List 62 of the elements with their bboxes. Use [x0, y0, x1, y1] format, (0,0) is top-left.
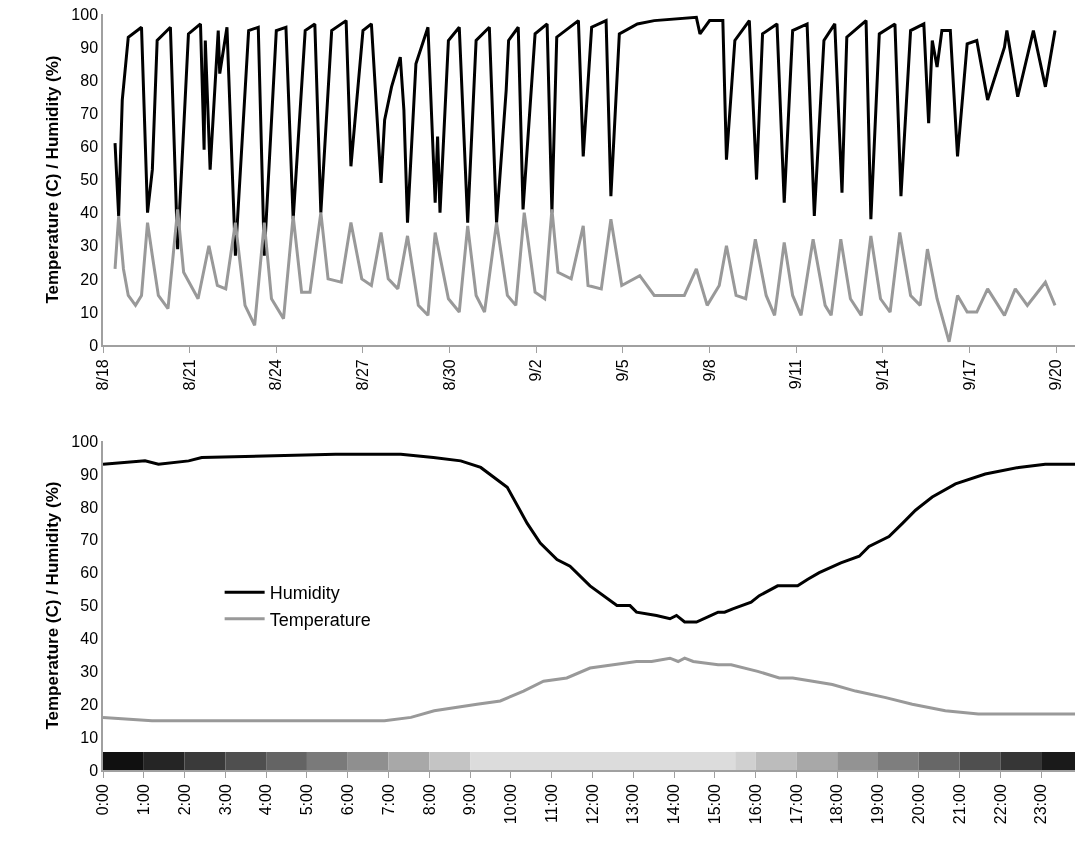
x-tick-label: 18:00: [828, 784, 846, 825]
y-tick-label: 30: [80, 662, 99, 680]
x-tick-label: 0:00: [94, 784, 112, 816]
x-tick-label: 4:00: [257, 784, 275, 816]
x-tick-label: 12:00: [583, 784, 601, 825]
x-tick-label: 8/30: [440, 359, 458, 391]
y-tick-label: 90: [80, 465, 99, 483]
y-tick-label: 90: [80, 38, 99, 56]
x-tick-label: 19:00: [869, 784, 887, 825]
x-tick-label: 9/17: [960, 359, 978, 391]
x-tick-label: 9/11: [787, 359, 805, 390]
x-tick-label: 9/8: [700, 359, 718, 382]
y-tick-label: 60: [80, 564, 99, 582]
x-tick-label: 15:00: [706, 784, 724, 825]
x-tick-label: 2:00: [175, 784, 193, 816]
x-tick-label: 8/27: [354, 359, 372, 391]
x-tick-label: 9/20: [1047, 359, 1065, 391]
y-tick-label: 20: [80, 695, 99, 713]
x-tick-label: 10:00: [502, 784, 520, 825]
y-tick-label: 40: [80, 630, 99, 648]
x-tick-label: 9/2: [527, 359, 545, 382]
x-tick-label: 20:00: [909, 784, 927, 825]
x-tick-label: 17:00: [787, 784, 805, 825]
y-tick-label: 30: [80, 237, 99, 255]
y-tick-label: 50: [80, 171, 99, 189]
x-tick-label: 16:00: [746, 784, 764, 825]
x-tick-label: 3:00: [216, 784, 234, 816]
y-tick-label: 80: [80, 498, 99, 516]
x-tick-label: 14:00: [665, 784, 683, 825]
y-tick-label: 100: [71, 5, 99, 23]
y-tick-label: 70: [80, 104, 99, 122]
y-tick-label: 60: [80, 138, 99, 156]
x-tick-label: 8/21: [180, 359, 198, 391]
y-axis-title: Temperature (C) / Humidity (%): [43, 55, 63, 304]
y-tick-label: 50: [80, 597, 99, 615]
y-tick-label: 70: [80, 531, 99, 549]
y-tick-label: 100: [71, 432, 99, 450]
x-tick-label: 8:00: [420, 784, 438, 816]
x-tick-label: 9/14: [874, 359, 892, 391]
legend-label: Temperature: [269, 609, 371, 630]
y-tick-label: 0: [89, 336, 99, 354]
y-tick-label: 10: [80, 728, 99, 746]
x-tick-label: 13:00: [624, 784, 642, 825]
x-tick-label: 11:00: [542, 784, 560, 824]
y-tick-label: 10: [80, 303, 99, 321]
y-tick-label: 40: [80, 204, 99, 222]
x-tick-label: 6:00: [338, 784, 356, 816]
legend-label: Humidity: [269, 583, 340, 604]
x-tick-label: 21:00: [950, 784, 968, 825]
y-tick-label: 0: [89, 761, 99, 779]
x-tick-label: 5:00: [298, 784, 316, 816]
y-tick-label: 20: [80, 270, 99, 288]
y-tick-label: 80: [80, 71, 99, 89]
x-tick-label: 9:00: [461, 784, 479, 816]
y-axis-title: Temperature (C) / Humidity (%): [43, 481, 63, 730]
x-tick-label: 22:00: [991, 784, 1009, 825]
x-tick-label: 23:00: [1032, 784, 1050, 825]
x-tick-label: 8/24: [267, 359, 285, 391]
x-tick-label: 9/5: [614, 359, 632, 382]
x-tick-label: 8/18: [94, 359, 112, 391]
x-tick-label: 1:00: [134, 784, 152, 816]
x-tick-label: 7:00: [379, 784, 397, 816]
